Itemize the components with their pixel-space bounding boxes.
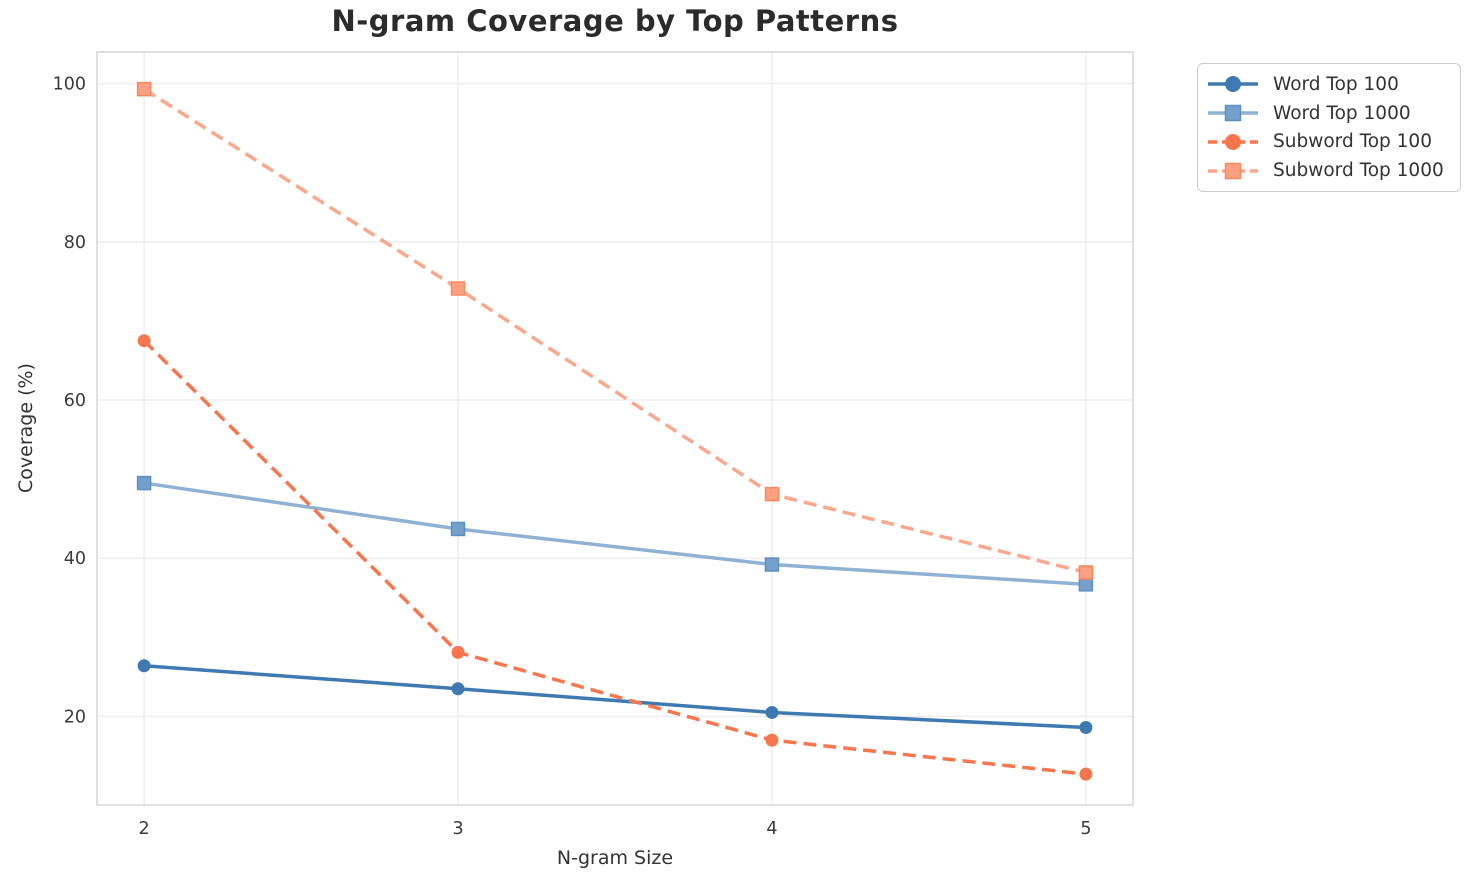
data-point-marker: [451, 682, 465, 696]
series-line: [142, 339, 1087, 776]
legend-label: Word Top 100: [1273, 73, 1399, 95]
data-point-marker: [1079, 767, 1093, 781]
data-point-marker: [136, 81, 152, 97]
y-tick-label: 60: [64, 391, 86, 411]
x-axis-label: N-gram Size: [556, 847, 674, 869]
data-point-marker: [1078, 577, 1094, 592]
legend-label: Word Top 1000: [1273, 102, 1411, 124]
x-tick-label: 4: [766, 819, 777, 839]
data-point-marker: [450, 521, 466, 537]
data-point-marker: [137, 659, 151, 673]
series-line: [143, 87, 1087, 575]
legend-sample-marker: [1225, 76, 1241, 93]
data-point-marker: [1078, 565, 1094, 580]
legend-sample-dashed-line-circle-icon: [1208, 133, 1258, 150]
data-point-marker: [764, 486, 780, 502]
legend-sample-line-square-icon: [1208, 104, 1258, 122]
legend-sample-marker: [1225, 133, 1241, 150]
data-point-marker: [765, 705, 779, 719]
legend-sample-line-circle-icon: [1208, 76, 1258, 93]
data-point-marker: [137, 334, 151, 348]
legend-item-subword-top-1000: Subword Top 1000: [1206, 156, 1450, 185]
legend-item-subword-top-100: Subword Top 100: [1206, 128, 1450, 157]
y-tick-label: 80: [64, 233, 86, 253]
legend-sample-marker: [1224, 104, 1242, 122]
x-tick-label: 3: [452, 819, 463, 839]
legend-label: Subword Top 1000: [1273, 160, 1444, 182]
legend-label: Subword Top 100: [1273, 131, 1432, 153]
y-tick-label: 40: [64, 549, 86, 569]
legend-item-word-top-100: Word Top 100: [1206, 70, 1450, 99]
x-tick-label: 2: [139, 819, 150, 839]
series-line: [143, 664, 1086, 730]
chart-title: N-gram Coverage by Top Patterns: [331, 4, 899, 38]
legend-item-word-top-1000: Word Top 1000: [1206, 99, 1450, 128]
legend-sample-marker: [1224, 162, 1242, 179]
data-point-marker: [450, 281, 466, 296]
data-point-marker: [451, 645, 465, 659]
y-axis-label: Coverage (%): [15, 363, 37, 493]
y-tick-label: 100: [53, 75, 86, 95]
x-tick-label: 5: [1080, 819, 1091, 839]
plot-border: [96, 51, 1134, 806]
data-point-marker: [765, 733, 779, 747]
data-point-marker: [1079, 720, 1093, 734]
legend-sample-dashed-line-square-icon: [1208, 162, 1258, 179]
y-tick-label: 20: [64, 707, 86, 727]
data-point-marker: [136, 475, 152, 491]
legend: Word Top 100 Word Top 1000 Subword Top 1…: [1197, 63, 1461, 192]
data-point-marker: [764, 557, 780, 572]
series-line: [143, 481, 1087, 587]
